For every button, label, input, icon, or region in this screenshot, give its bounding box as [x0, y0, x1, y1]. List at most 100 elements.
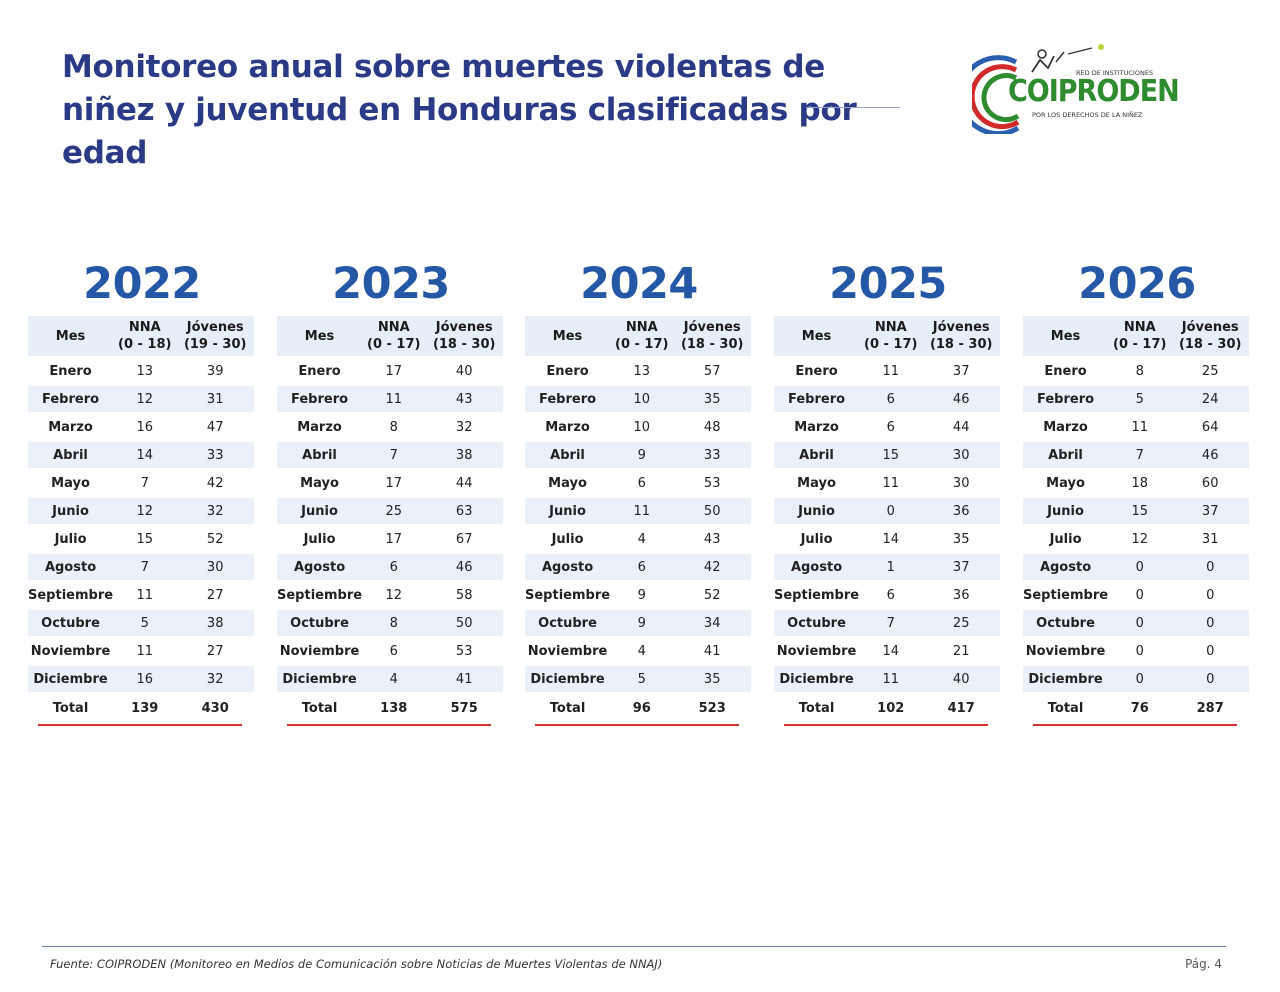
nna-cell: 6	[886, 587, 895, 603]
table-row: Enero 11 37	[774, 358, 1000, 384]
table-row: Diciembre 11 40	[774, 666, 1000, 692]
jovenes-cell: 24	[1171, 386, 1249, 412]
nna-cell: 8	[389, 419, 398, 435]
total-row: Total 96 523	[525, 694, 751, 722]
col-header-mes: Mes	[277, 316, 363, 356]
table-row: Septiembre 12 58	[277, 582, 503, 608]
logo-graphic	[972, 44, 1104, 134]
jovenes-cell: 33	[176, 442, 254, 468]
jovenes-cell: 41	[425, 666, 503, 692]
total-jovenes: 287	[1171, 694, 1249, 722]
nna-cell: 6	[637, 475, 646, 491]
nna-cell: 11	[362, 386, 426, 412]
month-cell: Marzo	[48, 419, 93, 435]
col-header-jovenes: Jóvenes (19 - 30)	[176, 316, 254, 356]
table-row: Agosto 6 46	[277, 554, 503, 580]
nna-cell: 7	[362, 442, 426, 468]
jovenes-cell: 41	[703, 643, 721, 659]
table-header-row: Mes NNA (0 - 17) Jóvenes (18 - 30)	[774, 316, 1000, 356]
month-cell: Noviembre	[279, 643, 360, 659]
table-header-row: Mes NNA (0 - 17) Jóvenes (18 - 30)	[525, 316, 751, 356]
month-cell: Diciembre	[28, 666, 114, 692]
jovenes-cell: 52	[206, 531, 224, 547]
total-jovenes: 575	[425, 694, 503, 722]
footer-source: Fuente: COIPRODEN (Monitoreo en Medios d…	[50, 957, 663, 971]
monthly-table: Mes NNA (0 - 17) Jóvenes (18 - 30) Enero 13 57 F…	[525, 314, 751, 724]
jovenes-cell: 44	[455, 475, 473, 491]
col-header-mes: Mes	[774, 316, 860, 356]
year-heading: 2024	[580, 259, 698, 309]
jovenes-cell: 37	[952, 363, 970, 379]
month-cell: Diciembre	[774, 666, 860, 692]
col-header-nna: NNA (0 - 18)	[113, 316, 177, 356]
month-cell: Febrero	[1023, 386, 1109, 412]
monthly-table: Mes NNA (0 - 17) Jóvenes (18 - 30) Enero 11 37 F…	[774, 314, 1000, 724]
table-row: Julio 4 43	[525, 526, 751, 552]
total-jovenes: 430	[176, 694, 254, 722]
month-cell: Abril	[277, 442, 363, 468]
table-header-row: Mes NNA (0 - 17) Jóvenes (18 - 30)	[1023, 316, 1249, 356]
col-header-jovenes: Jóvenes (18 - 30)	[922, 316, 1000, 356]
nna-cell: 4	[637, 531, 646, 547]
table-row: Julio 14 35	[774, 526, 1000, 552]
table-row: Mayo 18 60	[1023, 470, 1249, 496]
total-label: Total	[28, 694, 114, 722]
nna-cell: 17	[385, 475, 402, 491]
table-row: Enero 13 57	[525, 358, 751, 384]
monthly-table: Mes NNA (0 - 17) Jóvenes (18 - 30) Enero 8 25 Fe…	[1023, 314, 1249, 724]
total-underline	[38, 724, 242, 726]
month-cell: Octubre	[774, 610, 860, 636]
jovenes-cell: 34	[673, 610, 751, 636]
nna-cell: 0	[1108, 666, 1172, 692]
jovenes-cell: 31	[176, 386, 254, 412]
nna-cell: 11	[882, 475, 899, 491]
month-cell: Mayo	[797, 475, 836, 491]
nna-cell: 12	[1131, 531, 1148, 547]
title-divider	[806, 107, 900, 108]
jovenes-cell: 50	[425, 610, 503, 636]
jovenes-cell: 40	[455, 363, 473, 379]
jovenes-cell: 0	[1171, 554, 1249, 580]
total-nna: 96	[610, 694, 674, 722]
month-cell: Agosto	[525, 554, 611, 580]
month-cell: Enero	[1044, 363, 1087, 379]
table-row: Junio 25 63	[277, 498, 503, 524]
year-heading: 2022	[83, 259, 201, 309]
jovenes-cell: 64	[1201, 419, 1219, 435]
table-row: Octubre 0 0	[1023, 610, 1249, 636]
table-row: Enero 8 25	[1023, 358, 1249, 384]
total-row: Total 138 575	[277, 694, 503, 722]
nna-cell: 9	[637, 587, 646, 603]
col-header-mes: Mes	[28, 316, 114, 356]
month-cell: Marzo	[794, 419, 839, 435]
table-row: Noviembre 4 41	[525, 638, 751, 664]
monthly-table: Mes NNA (0 - 17) Jóvenes (18 - 30) Enero 17 40 F…	[277, 314, 503, 724]
month-cell: Octubre	[1023, 610, 1109, 636]
table-row: Marzo 11 64	[1023, 414, 1249, 440]
nna-cell: 11	[136, 643, 153, 659]
jovenes-cell: 53	[455, 643, 473, 659]
jovenes-cell: 35	[673, 386, 751, 412]
table-row: Enero 17 40	[277, 358, 503, 384]
month-cell: Marzo	[1043, 419, 1088, 435]
col-header-nna: NNA (0 - 17)	[362, 316, 426, 356]
month-cell: Febrero	[774, 386, 860, 412]
table-header-row: Mes NNA (0 - 18) Jóvenes (19 - 30)	[28, 316, 254, 356]
total-row: Total 76 287	[1023, 694, 1249, 722]
total-label: Total	[277, 694, 363, 722]
year-heading: 2023	[332, 259, 450, 309]
table-row: Junio 0 36	[774, 498, 1000, 524]
month-cell: Noviembre	[1025, 643, 1106, 659]
year-heading: 2025	[829, 259, 947, 309]
month-cell: Junio	[525, 498, 611, 524]
jovenes-cell: 46	[425, 554, 503, 580]
nna-cell: 11	[859, 666, 923, 692]
jovenes-cell: 31	[1201, 531, 1219, 547]
jovenes-cell: 36	[922, 498, 1000, 524]
jovenes-cell: 0	[1171, 666, 1249, 692]
jovenes-cell: 63	[425, 498, 503, 524]
table-row: Mayo 11 30	[774, 470, 1000, 496]
table-row: Mayo 6 53	[525, 470, 751, 496]
month-cell: Septiembre	[774, 587, 860, 603]
month-cell: Enero	[546, 363, 589, 379]
